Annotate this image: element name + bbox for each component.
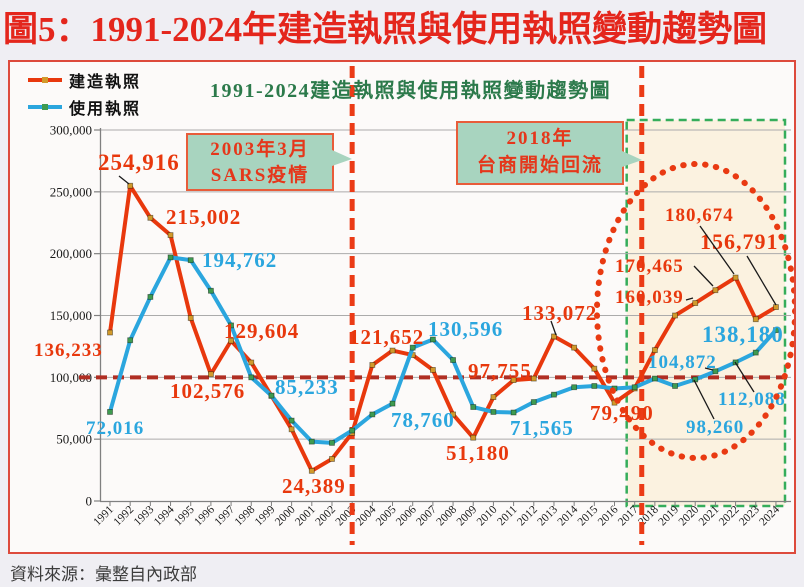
svg-text:300,000: 300,000 (50, 123, 92, 138)
annotation-line: 2003年3月 (210, 139, 310, 160)
svg-text:254,916: 254,916 (98, 150, 180, 175)
construction-series-swatch (28, 76, 62, 83)
chart-title: 1991-2024建造執照與使用執照變動趨勢圖 (210, 80, 612, 102)
highlight-region (625, 118, 787, 508)
svg-text:50,000: 50,000 (56, 432, 92, 447)
annotation-line: 台商開始回流 (476, 155, 603, 176)
svg-text:2014: 2014 (556, 503, 581, 528)
svg-text:1992: 1992 (112, 503, 137, 528)
svg-text:170,465: 170,465 (615, 256, 684, 277)
svg-text:1998: 1998 (233, 503, 258, 528)
svg-text:2004: 2004 (354, 503, 379, 528)
svg-text:1999: 1999 (253, 503, 278, 528)
square-marker-icon (42, 103, 48, 110)
svg-text:2012: 2012 (515, 503, 540, 528)
svg-text:138,180: 138,180 (702, 322, 784, 347)
svg-text:121,652: 121,652 (349, 325, 424, 349)
svg-text:215,002: 215,002 (166, 205, 241, 229)
svg-text:98,260: 98,260 (686, 417, 744, 438)
legend-item-construction-permit: 建造執照 (28, 66, 141, 93)
axes (94, 128, 791, 506)
svg-text:104,872: 104,872 (648, 352, 717, 373)
svg-text:0: 0 (86, 494, 93, 509)
svg-text:130,596: 130,596 (428, 317, 503, 341)
sars-annotation: 2003年3月 SARS疫情 (186, 133, 352, 191)
svg-text:2008: 2008 (434, 503, 459, 528)
svg-text:100,000: 100,000 (50, 370, 92, 385)
svg-text:102,576: 102,576 (170, 379, 245, 403)
svg-text:150,000: 150,000 (50, 308, 92, 323)
svg-text:79,490: 79,490 (590, 401, 654, 425)
svg-text:1996: 1996 (192, 503, 217, 528)
svg-text:2015: 2015 (576, 503, 601, 528)
svg-text:72,016: 72,016 (86, 418, 144, 439)
label-leader-lines (118, 175, 777, 420)
page-title: 圖5：1991-2024年建造執照與使用執照變動趨勢圖 (3, 10, 768, 49)
legend-label: 使用執照 (69, 100, 142, 118)
svg-text:156,791: 156,791 (700, 229, 779, 254)
usage-series-swatch (28, 103, 62, 110)
svg-text:24,389: 24,389 (282, 474, 346, 498)
trend-chart: 0 50,000 100,000 150,000 200,000 250,000 300,0… (34, 66, 794, 545)
chart-panel: 0 50,000 100,000 150,000 200,000 250,000 300,0… (8, 60, 796, 554)
svg-text:2009: 2009 (455, 503, 480, 528)
svg-text:2006: 2006 (394, 503, 419, 528)
svg-text:2013: 2013 (535, 503, 560, 528)
svg-text:2000: 2000 (273, 503, 298, 528)
svg-text:112,088: 112,088 (718, 389, 786, 410)
svg-text:51,180: 51,180 (446, 441, 510, 465)
point-labels: 136,233 254,916 215,002 102,576 129,604 24,38… (34, 150, 786, 498)
svg-text:2011: 2011 (495, 503, 520, 528)
svg-text:2016: 2016 (596, 503, 621, 528)
svg-text:133,072: 133,072 (522, 301, 597, 325)
svg-text:194,762: 194,762 (202, 248, 277, 272)
svg-text:97,755: 97,755 (468, 359, 532, 383)
legend: 建造執照 使用執照 (28, 66, 141, 120)
svg-text:1994: 1994 (152, 503, 177, 528)
svg-text:71,565: 71,565 (510, 416, 574, 440)
svg-text:180,674: 180,674 (665, 205, 734, 226)
svg-text:1997: 1997 (212, 503, 237, 528)
annotation-line: 2018年 (506, 128, 574, 149)
svg-text:160,039: 160,039 (615, 287, 684, 308)
legend-label: 建造執照 (69, 73, 142, 91)
svg-text:78,760: 78,760 (391, 408, 455, 432)
svg-text:2003: 2003 (334, 503, 359, 528)
svg-text:2007: 2007 (414, 503, 439, 528)
callout-pointer-icon (622, 151, 642, 167)
svg-text:250,000: 250,000 (50, 184, 92, 199)
svg-text:1993: 1993 (132, 503, 157, 528)
svg-text:136,233: 136,233 (34, 340, 103, 361)
svg-text:129,604: 129,604 (224, 319, 299, 343)
source-note: 資料來源：彙整自內政部 (10, 565, 197, 584)
taiwan-business-return-annotation: 2018年 台商開始回流 (456, 121, 642, 185)
svg-text:2002: 2002 (313, 503, 338, 528)
svg-text:1995: 1995 (172, 503, 197, 528)
svg-text:85,233: 85,233 (275, 375, 339, 399)
square-marker-icon (42, 76, 48, 83)
svg-text:2005: 2005 (374, 503, 399, 528)
event-lines (349, 66, 645, 545)
series-usage-permits (107, 254, 779, 446)
callout-pointer-icon (332, 150, 352, 166)
legend-item-usage-permit: 使用執照 (28, 93, 141, 120)
focus-ellipse (594, 161, 794, 461)
annotation-line: SARS疫情 (210, 165, 310, 186)
y-axis-labels: 0 50,000 100,000 150,000 200,000 250,000 300,0… (50, 123, 92, 509)
svg-text:200,000: 200,000 (50, 246, 92, 261)
svg-text:2010: 2010 (475, 503, 500, 528)
svg-text:1991: 1991 (91, 503, 116, 528)
svg-text:2001: 2001 (293, 503, 318, 528)
